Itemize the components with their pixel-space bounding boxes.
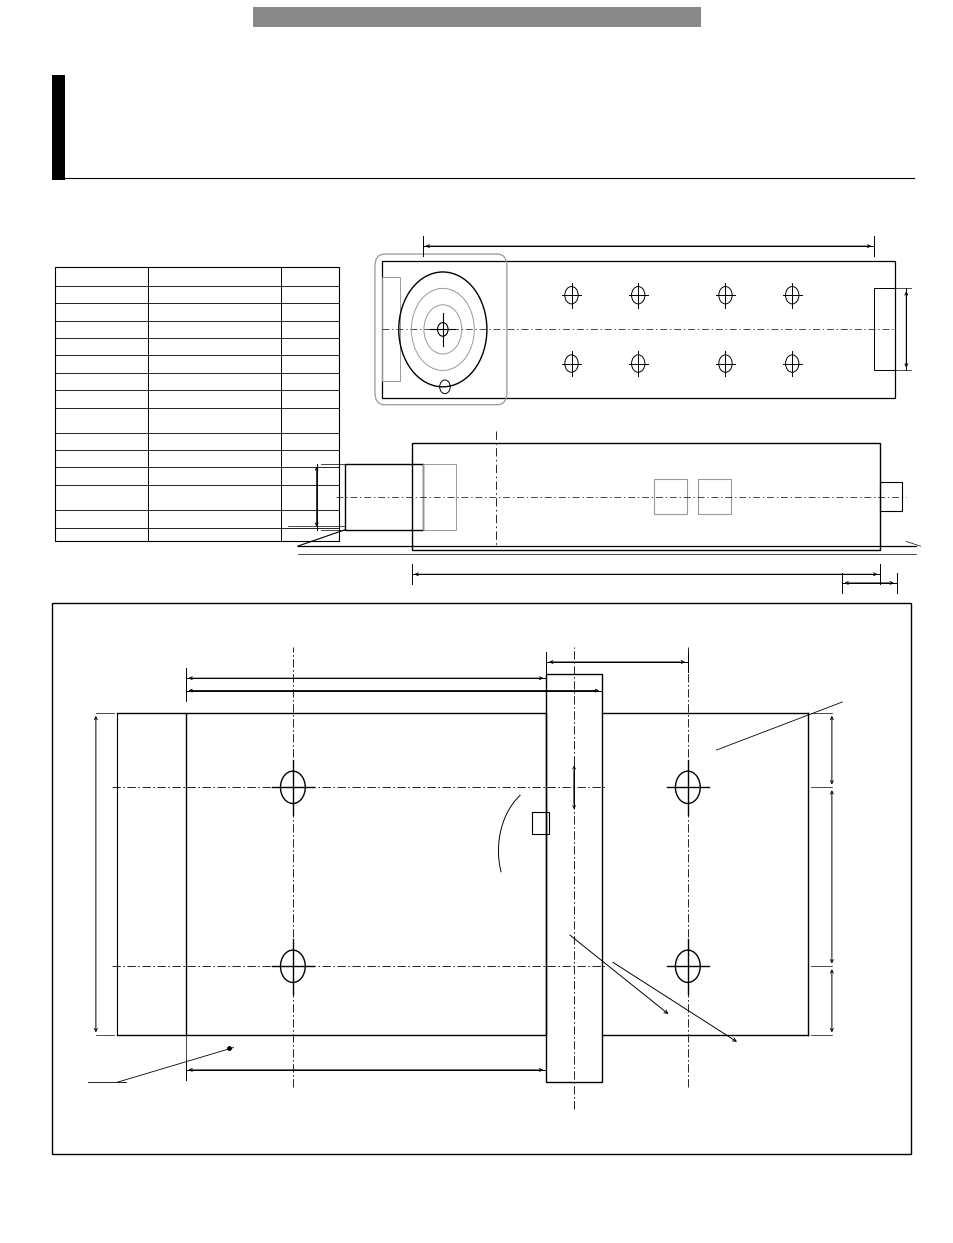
Bar [52,75,65,180]
Bar [531,812,549,834]
Bar [381,261,894,398]
Bar [654,479,686,515]
Bar [411,444,880,549]
Bar [381,277,399,382]
Bar [52,603,910,1154]
Bar [422,464,456,530]
Bar [880,482,902,511]
Bar [545,675,601,1081]
Bar [873,288,894,370]
Bar [185,713,545,1035]
Bar [698,479,731,515]
Bar [253,7,700,27]
Bar [345,464,422,530]
Bar [55,267,338,541]
